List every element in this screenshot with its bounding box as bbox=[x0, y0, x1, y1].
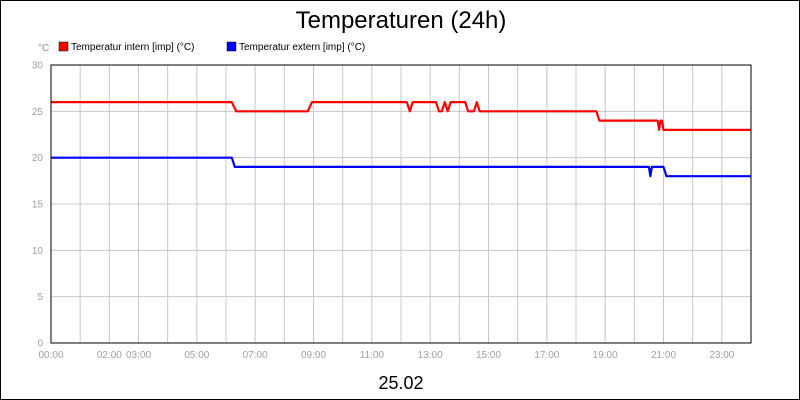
x-tick-label: 21:00 bbox=[651, 350, 676, 361]
plot-area-border bbox=[50, 64, 752, 344]
x-tick-label: 09:00 bbox=[301, 350, 326, 361]
legend-item-extern: Temperatur extern [imp] (°C) bbox=[226, 41, 365, 53]
date-label: 25.02 bbox=[378, 373, 423, 393]
legend-label-intern: Temperatur intern [imp] (°C) bbox=[71, 42, 194, 53]
legend-label-extern: Temperatur extern [imp] (°C) bbox=[239, 42, 365, 53]
legend-item-intern: Temperatur intern [imp] (°C) bbox=[58, 41, 194, 53]
x-tick-label: 15:00 bbox=[476, 350, 501, 361]
y-tick-label: 5 bbox=[37, 292, 43, 303]
y-tick-label: 0 bbox=[37, 339, 43, 350]
grid bbox=[51, 65, 751, 343]
y-tick-label: 15 bbox=[32, 200, 44, 211]
y-tick-label: 25 bbox=[32, 107, 44, 118]
x-tick-label: 19:00 bbox=[593, 350, 618, 361]
y-axis-ticks: 0 5 10 15 20 25 30 bbox=[32, 61, 44, 350]
series-lines bbox=[51, 100, 751, 178]
y-tick-label: 20 bbox=[32, 153, 44, 164]
legend-swatch-extern bbox=[226, 41, 237, 52]
y-tick-label: 10 bbox=[32, 246, 44, 257]
x-tick-label: 03:00 bbox=[126, 350, 151, 361]
x-tick-label: 05:00 bbox=[184, 350, 209, 361]
x-tick-label: 17:00 bbox=[534, 350, 559, 361]
x-tick-label: 11:00 bbox=[360, 350, 385, 361]
legend-swatch-intern bbox=[58, 41, 69, 52]
series-line-intern bbox=[51, 100, 751, 131]
x-tick-label: 13:00 bbox=[418, 350, 443, 361]
x-tick-label: 23:00 bbox=[709, 350, 734, 361]
series-line-extern bbox=[51, 156, 751, 178]
chart-title: Temperaturen (24h) bbox=[296, 7, 507, 34]
x-tick-label: 00:00 bbox=[38, 350, 63, 361]
x-axis-ticks: 00:00 02:00 03:00 05:00 07:00 09:00 11:00 13:00… bbox=[38, 350, 734, 361]
x-tick-label: 02:00 bbox=[97, 350, 122, 361]
legend: Temperatur intern [imp] (°C) Temperatur … bbox=[58, 41, 365, 53]
y-tick-label: 30 bbox=[32, 61, 44, 72]
x-tick-label: 07:00 bbox=[243, 350, 268, 361]
y-axis-unit: °C bbox=[38, 43, 49, 54]
